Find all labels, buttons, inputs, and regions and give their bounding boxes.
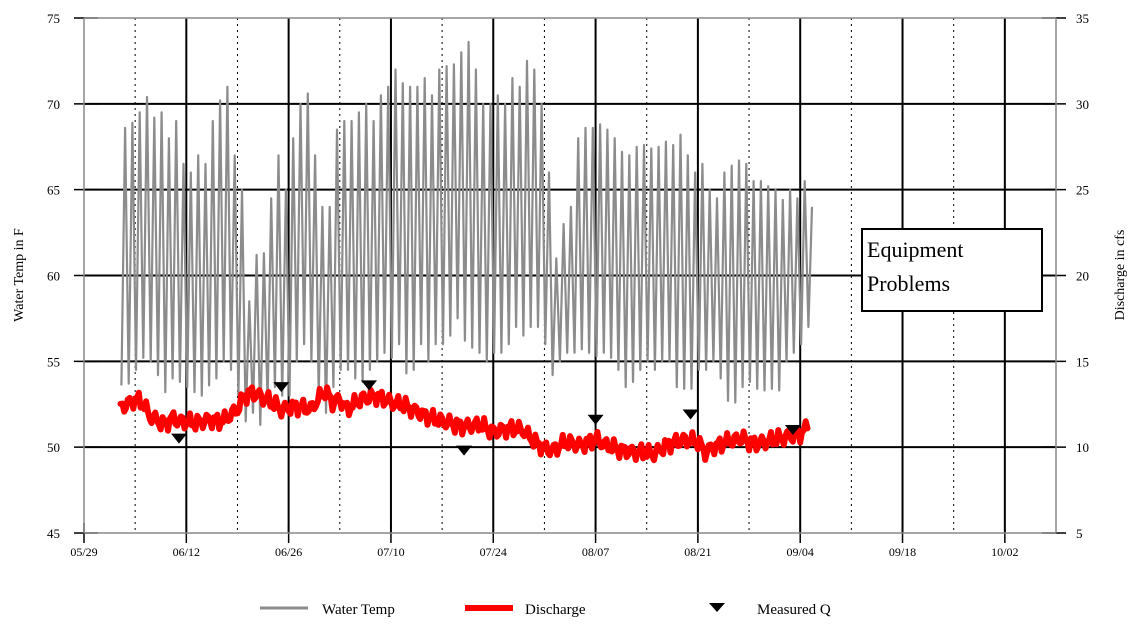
discharge-series — [117, 384, 811, 464]
y2-tick-label: 35 — [1076, 11, 1089, 26]
measured-q-point — [171, 433, 188, 444]
legend-label-measured-q: Measured Q — [757, 602, 831, 618]
legend-label-discharge: Discharge — [525, 602, 586, 618]
legend-measured-q-marker — [709, 603, 725, 612]
x-tick-label: 10/02 — [991, 545, 1018, 559]
x-tick-label: 08/21 — [684, 545, 711, 559]
x-tick-label: 05/29 — [70, 545, 97, 559]
legend-label-water-temp: Water Temp — [322, 602, 395, 618]
y-tick-label: 55 — [47, 354, 60, 369]
measured-q-point — [682, 409, 699, 420]
x-tick-label: 08/07 — [582, 545, 609, 559]
discharge-line — [117, 384, 811, 464]
plot-frame — [74, 17, 1066, 543]
x-tick-label: 09/18 — [889, 545, 916, 559]
y-tick-label: 45 — [47, 526, 60, 541]
x-tick-label: 09/04 — [787, 545, 814, 559]
measured-q-point — [361, 380, 378, 391]
y2-tick-label: 10 — [1076, 440, 1089, 455]
x-tick-label: 07/24 — [480, 545, 507, 559]
axis-labels: 05/29 06/12 06/26 07/10 07/24 08/07 08/21 09/04… — [47, 11, 1089, 559]
y2-tick-label: 20 — [1076, 269, 1089, 284]
y-tick-label: 65 — [47, 183, 60, 198]
y2-tick-label: 25 — [1076, 183, 1089, 198]
measured-q-point — [587, 414, 604, 425]
y-axis-title: Water Temp in F — [12, 228, 27, 322]
measured-q-point — [273, 382, 290, 393]
y-tick-label: 50 — [47, 440, 60, 455]
x-tick-label: 07/10 — [377, 545, 404, 559]
legend: Water Temp Discharge Measured Q — [260, 602, 831, 618]
legend-item-measured-q: Measured Q — [709, 602, 831, 618]
legend-item-water-temp: Water Temp — [260, 602, 395, 618]
water-temp-line — [120, 40, 814, 426]
x-tick-label: 06/12 — [173, 545, 200, 559]
y-tick-label: 70 — [47, 97, 60, 112]
measured-q-point — [784, 425, 801, 435]
legend-item-discharge: Discharge — [465, 602, 586, 618]
annotation-box: Equipment Problems — [861, 228, 1043, 312]
annotation-line-2: Problems — [867, 271, 950, 296]
x-tick-label: 06/26 — [275, 545, 302, 559]
measured-q-series — [171, 380, 801, 456]
annotation-line-1: Equipment — [867, 237, 964, 262]
y2-tick-label: 30 — [1076, 97, 1089, 112]
water-temp-series — [120, 40, 814, 426]
y2-tick-label: 15 — [1076, 354, 1089, 369]
measured-q-point — [456, 445, 473, 456]
y-tick-label: 60 — [47, 269, 60, 284]
y2-tick-label: 5 — [1076, 526, 1083, 541]
y-tick-label: 75 — [47, 11, 60, 26]
y2-axis-title: Discharge in cfs — [1113, 230, 1128, 321]
